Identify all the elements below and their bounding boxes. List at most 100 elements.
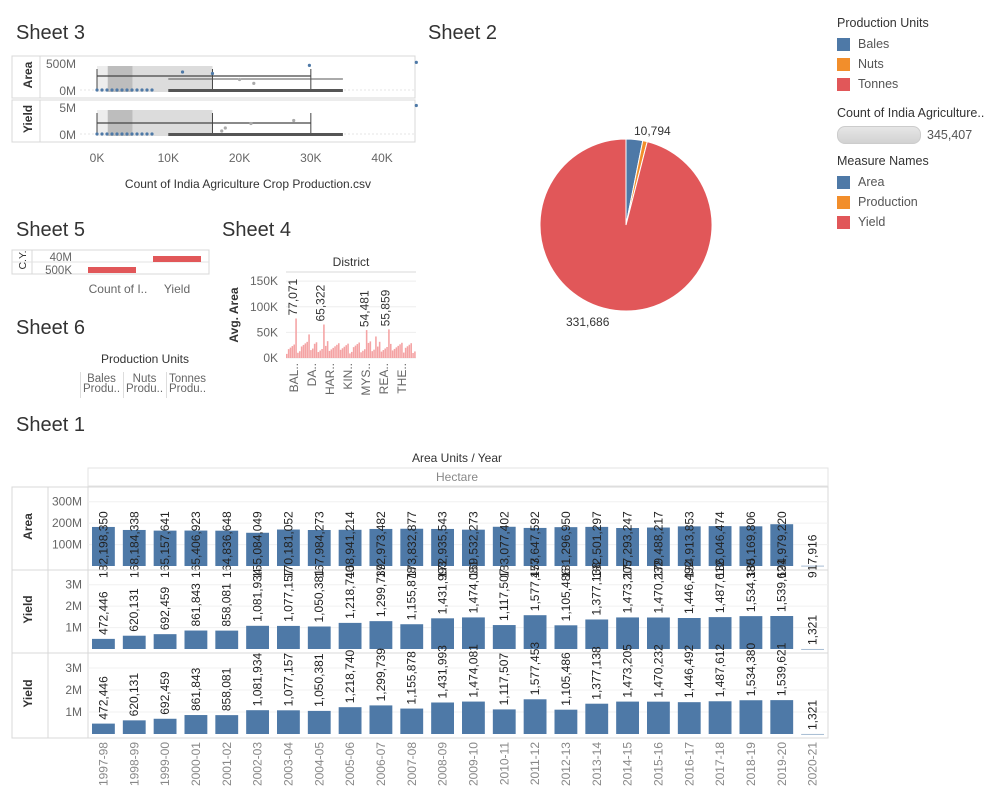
sheet5-bar[interactable] xyxy=(153,256,201,262)
sheet4-bar[interactable] xyxy=(321,348,323,358)
sheet4-bar[interactable] xyxy=(319,350,321,358)
sheet3-point[interactable] xyxy=(120,132,124,136)
sheet4-bar[interactable] xyxy=(360,352,362,358)
sheet4-bar[interactable] xyxy=(323,324,325,358)
sheet4-bar[interactable] xyxy=(382,350,385,358)
sheet4-bar[interactable] xyxy=(315,342,318,358)
sheet1-bar[interactable] xyxy=(307,530,331,566)
sheet4-bar[interactable] xyxy=(395,347,398,358)
sheet4-bar[interactable] xyxy=(349,353,351,358)
sheet3-outlier[interactable] xyxy=(252,81,256,85)
sheet4-bar[interactable] xyxy=(403,352,405,358)
sheet3-point[interactable] xyxy=(110,132,114,136)
sheet4-bar[interactable] xyxy=(406,346,409,358)
sheet1-bar[interactable] xyxy=(431,702,454,734)
sheet1-bar[interactable] xyxy=(215,530,239,566)
sheet4-bar[interactable] xyxy=(341,348,344,358)
sheet1-bar[interactable] xyxy=(400,528,424,566)
sheet1-bar[interactable] xyxy=(184,715,208,734)
sheet1-bar[interactable] xyxy=(492,625,516,649)
sheet1-bar[interactable] xyxy=(616,701,639,734)
sheet1-bar[interactable] xyxy=(369,528,393,566)
sheet1-bar[interactable] xyxy=(647,701,670,734)
sheet4-bar[interactable] xyxy=(369,341,372,358)
sheet4-bar[interactable] xyxy=(362,350,364,358)
sheet4-bar[interactable] xyxy=(299,351,301,358)
sheet4-bar[interactable] xyxy=(330,349,333,358)
sheet4-bar[interactable] xyxy=(354,345,357,358)
sheet4-bar[interactable] xyxy=(364,349,366,358)
sheet4-bar[interactable] xyxy=(414,351,416,358)
sheet4-bar[interactable] xyxy=(373,349,375,358)
sheet1-bar[interactable] xyxy=(554,625,578,649)
sheet3-outlier[interactable] xyxy=(292,118,296,123)
sheet4-bar[interactable] xyxy=(371,351,373,358)
sheet1-bar[interactable] xyxy=(153,530,177,566)
sheet1-bar[interactable] xyxy=(462,529,485,566)
sheet4-bar[interactable] xyxy=(317,352,320,358)
sheet3-outlier[interactable] xyxy=(210,71,215,76)
sheet4-bar[interactable] xyxy=(347,343,349,358)
sheet3-point[interactable] xyxy=(110,88,114,92)
sheet1-bar[interactable] xyxy=(677,702,701,734)
sheet1-bar[interactable] xyxy=(338,622,362,649)
sheet1-bar[interactable] xyxy=(462,701,485,734)
sheet1-bar[interactable] xyxy=(184,530,208,566)
sheet3-point[interactable] xyxy=(145,88,149,92)
sheet3-outlier[interactable] xyxy=(237,77,242,82)
sheet4-bar[interactable] xyxy=(412,352,414,358)
measure-names-legend-item-yield[interactable]: Yield xyxy=(837,212,997,232)
sheet1-bar[interactable] xyxy=(369,621,393,649)
sheet1-bar[interactable] xyxy=(277,710,300,734)
sheet1-bar[interactable] xyxy=(307,710,331,734)
sheet1-bar[interactable] xyxy=(369,705,393,734)
sheet1-bar[interactable] xyxy=(184,630,208,649)
sheet4-bar[interactable] xyxy=(291,346,294,358)
sheet3-point[interactable] xyxy=(115,132,119,136)
sheet1-bar[interactable] xyxy=(92,526,115,566)
sheet4-bar[interactable] xyxy=(401,342,403,358)
sheet4-bar[interactable] xyxy=(289,347,292,358)
measure-names-legend-item-production[interactable]: Production xyxy=(837,192,997,212)
sheet4-bar[interactable] xyxy=(339,349,342,358)
sheet1-bar[interactable] xyxy=(492,526,516,566)
sheet1-bar[interactable] xyxy=(708,617,732,649)
sheet3-outlier[interactable] xyxy=(307,63,312,67)
sheet4-bar[interactable] xyxy=(386,346,388,358)
sheet3-outlier[interactable] xyxy=(223,126,227,130)
sheet4-bar[interactable] xyxy=(388,329,390,358)
sheet1-bar[interactable] xyxy=(708,701,732,734)
sheet4-bar[interactable] xyxy=(356,344,359,358)
sheet1-bar[interactable] xyxy=(153,634,177,649)
sheet1-bar[interactable] xyxy=(122,635,146,649)
sheet4-bar[interactable] xyxy=(326,341,329,358)
sheet1-bar[interactable] xyxy=(122,529,146,566)
measure-names-legend-item-area[interactable]: Area xyxy=(837,172,997,192)
sheet1-bar[interactable] xyxy=(739,526,763,566)
sheet1-bar[interactable] xyxy=(277,529,300,566)
sheet1-bar[interactable] xyxy=(431,618,454,649)
sheet1-bar[interactable] xyxy=(647,617,670,649)
sheet5-bar[interactable] xyxy=(88,267,136,273)
sheet1-bar[interactable] xyxy=(307,626,331,649)
production-units-legend-item-nuts[interactable]: Nuts xyxy=(837,54,997,74)
sheet3-point[interactable] xyxy=(100,132,104,136)
sheet4-bar[interactable] xyxy=(375,336,377,358)
sheet3-point[interactable] xyxy=(105,88,109,92)
sheet3-point[interactable] xyxy=(135,88,139,92)
sheet4-bar[interactable] xyxy=(308,334,310,358)
sheet1-bar[interactable] xyxy=(523,699,547,734)
sheet4-bar[interactable] xyxy=(397,345,399,358)
sheet4-bar[interactable] xyxy=(302,344,305,358)
sheet4-bar[interactable] xyxy=(310,350,312,358)
sheet4-bar[interactable] xyxy=(399,344,401,358)
sheet3-outlier[interactable] xyxy=(180,70,185,74)
sheet3-point[interactable] xyxy=(135,132,139,136)
sheet4-bar[interactable] xyxy=(393,348,396,358)
sheet1-bar[interactable] xyxy=(801,648,824,650)
sheet4-bar[interactable] xyxy=(306,341,308,358)
sheet1-bar[interactable] xyxy=(739,700,763,734)
sheet4-bar[interactable] xyxy=(358,342,360,358)
sheet1-bar[interactable] xyxy=(246,532,269,566)
sheet4-bar[interactable] xyxy=(300,346,303,358)
